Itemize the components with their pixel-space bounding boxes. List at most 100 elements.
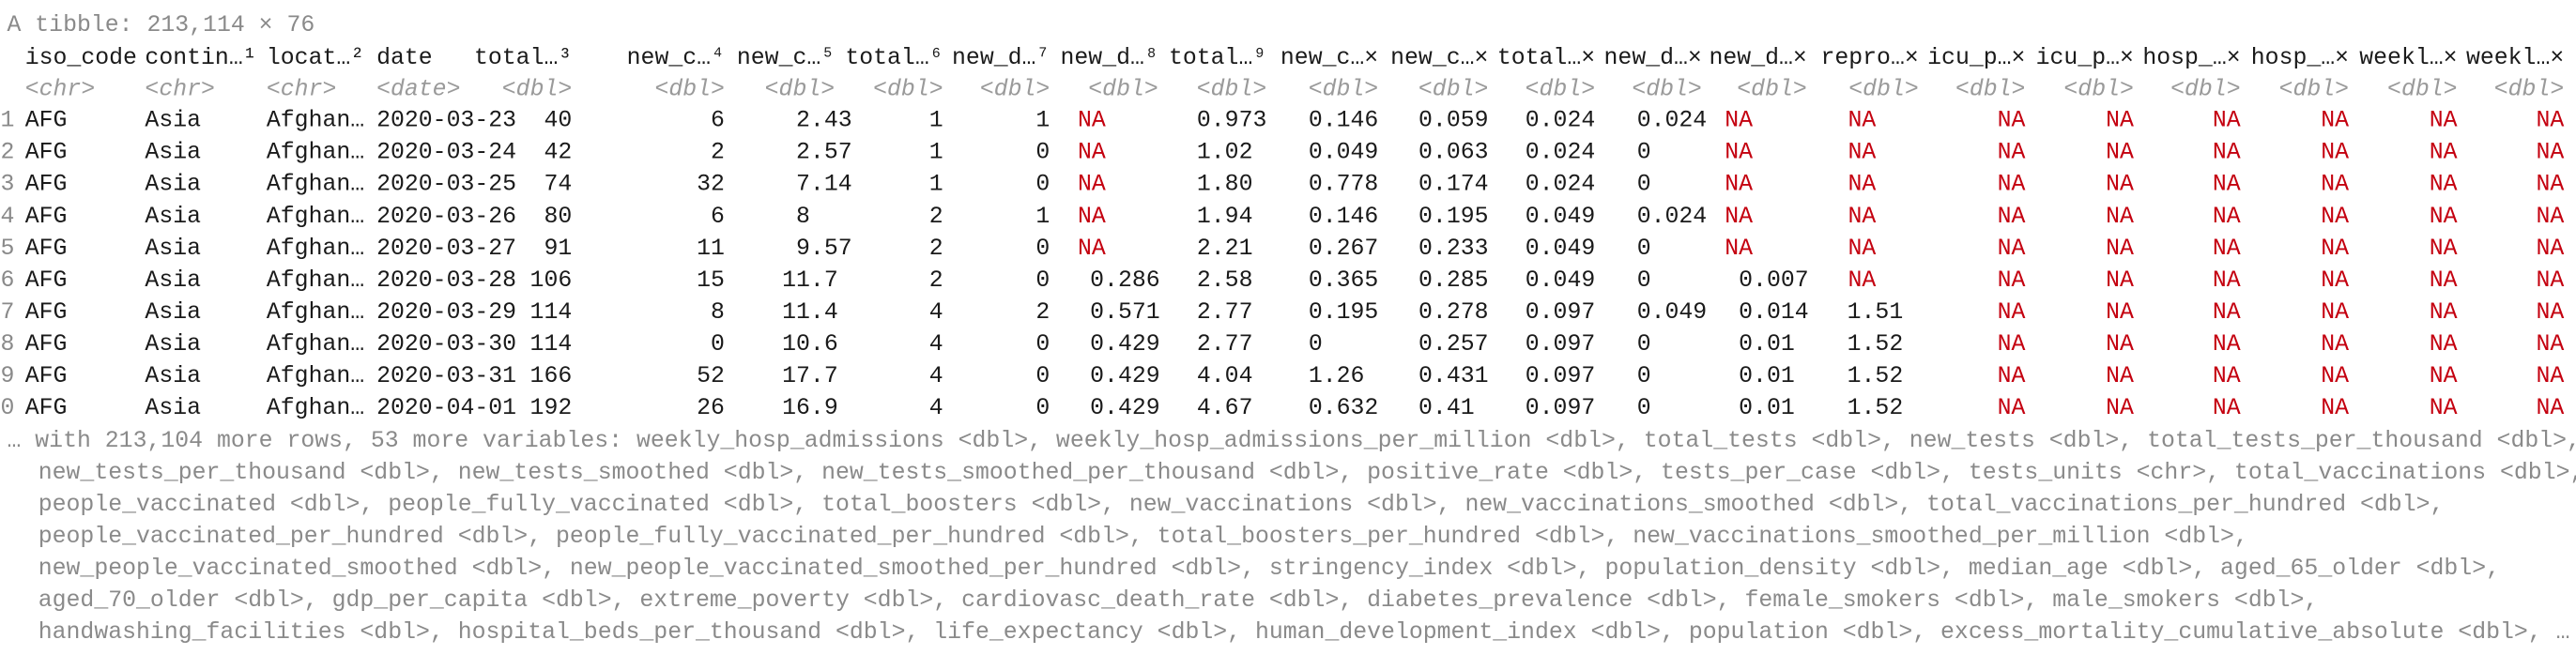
cell-na: NA: [2213, 299, 2241, 326]
cell-na: NA: [2536, 299, 2564, 326]
cell-na: NA: [2106, 363, 2134, 389]
cell-na: NA: [1998, 204, 2026, 230]
cell-na: NA: [2106, 331, 2134, 358]
footer-line: people_vaccinated_per_hundred <dbl>, peo…: [38, 524, 2248, 550]
cell: 6: [711, 204, 725, 230]
cell: 2: [711, 140, 725, 166]
cell: 42: [544, 140, 572, 166]
cell: 11.7: [782, 267, 838, 294]
cell: 32: [697, 172, 725, 198]
column-type: <dbl>: [502, 76, 573, 102]
column-type: <chr>: [25, 76, 96, 102]
column-header: new_c…×: [1280, 45, 1378, 71]
cell-na: NA: [2430, 140, 2458, 166]
cell-na: NA: [2430, 299, 2458, 326]
cell: 16.9: [782, 395, 838, 421]
footer-line: new_people_vaccinated_smoothed <dbl>, ne…: [38, 556, 2500, 582]
cell: 0.632: [1309, 395, 1379, 421]
cell: 114: [530, 299, 573, 326]
column-header: hosp_…×: [2142, 45, 2240, 71]
cell: 7.14: [796, 172, 852, 198]
cell: 9.57: [796, 236, 852, 262]
tibble-header: A tibble: 213,114 × 76: [7, 12, 314, 38]
cell: 0.097: [1526, 331, 1595, 358]
column-header: total…×: [1497, 45, 1595, 71]
cell: 2.57: [796, 140, 852, 166]
row-number: 9: [0, 363, 14, 389]
cell: 4: [929, 299, 943, 326]
cell: 2: [929, 267, 943, 294]
cell: 0.233: [1418, 236, 1489, 262]
column-type: <dbl>: [1418, 76, 1489, 102]
column-type: <dbl>: [1309, 76, 1379, 102]
cell: 0.973: [1197, 108, 1267, 134]
cell-na: NA: [1998, 172, 2026, 198]
column-header: icu_p…×: [2036, 45, 2134, 71]
cell-na: NA: [1848, 140, 1876, 166]
cell: Afghan…: [267, 363, 364, 389]
cell: 2: [1035, 299, 1050, 326]
cell: Asia: [145, 108, 201, 134]
cell-na: NA: [2536, 331, 2564, 358]
cell-na: NA: [1848, 267, 1876, 294]
cell: Afghan…: [267, 395, 364, 421]
cell: 0: [1035, 140, 1050, 166]
cell: 0.024: [1526, 172, 1595, 198]
cell: 0.429: [1090, 363, 1160, 389]
cell: 114: [530, 331, 573, 358]
cell: 2.77: [1197, 299, 1253, 326]
cell: Afghan…: [267, 204, 364, 230]
column-type: <chr>: [267, 76, 337, 102]
cell-na: NA: [2213, 140, 2241, 166]
column-header: weekl…×: [2359, 45, 2457, 71]
cell: 0: [711, 331, 725, 358]
cell: Asia: [145, 267, 201, 294]
footer-line: … with 213,104 more rows, 53 more variab…: [7, 428, 2576, 454]
cell-na: NA: [2106, 172, 2134, 198]
footer-line: aged_70_older <dbl>, gdp_per_capita <dbl…: [38, 587, 2319, 614]
cell: AFG: [25, 363, 68, 389]
cell-na: NA: [1725, 172, 1753, 198]
cell: 0.049: [1637, 299, 1708, 326]
cell-na: NA: [1725, 236, 1753, 262]
cell: 0.024: [1526, 108, 1595, 134]
cell: AFG: [25, 395, 68, 421]
cell: 1.52: [1848, 395, 1904, 421]
cell-na: NA: [1998, 395, 2026, 421]
row-number: 6: [0, 267, 14, 294]
cell: 0.146: [1309, 204, 1379, 230]
column-header: icu_p…×: [1927, 45, 2025, 71]
cell: 2020-03-23: [376, 108, 516, 134]
column-header: contin…¹: [145, 45, 256, 71]
cell: 192: [530, 395, 573, 421]
cell: 2.21: [1197, 236, 1253, 262]
cell: Afghan…: [267, 172, 364, 198]
column-type: <dbl>: [1197, 76, 1267, 102]
cell-na: NA: [2321, 267, 2349, 294]
footer-line: handwashing_facilities <dbl>, hospital_b…: [38, 619, 2570, 646]
cell-na: NA: [2536, 140, 2564, 166]
cell: AFG: [25, 172, 68, 198]
cell: AFG: [25, 108, 68, 134]
cell: Asia: [145, 395, 201, 421]
column-type: <dbl>: [1526, 76, 1596, 102]
cell-na: NA: [1725, 140, 1753, 166]
column-header: repro…×: [1820, 45, 1918, 71]
cell: 4.67: [1197, 395, 1253, 421]
cell-na: NA: [2213, 331, 2241, 358]
cell-na: NA: [2321, 236, 2349, 262]
cell: 0.365: [1309, 267, 1379, 294]
column-type: <dbl>: [2279, 76, 2350, 102]
cell-na: NA: [1725, 204, 1753, 230]
column-type: <dbl>: [765, 76, 835, 102]
cell-na: NA: [2430, 172, 2458, 198]
cell-na: NA: [2321, 331, 2349, 358]
cell: 0: [1637, 267, 1651, 294]
cell-na: NA: [1848, 108, 1876, 134]
footer-line: people_vaccinated <dbl>, people_fully_va…: [38, 492, 2445, 518]
row-number: 1: [0, 108, 14, 134]
cell-na: NA: [2536, 172, 2564, 198]
cell: 0: [1309, 331, 1323, 358]
cell: 0.01: [1739, 395, 1795, 421]
row-number: 0: [0, 395, 14, 421]
